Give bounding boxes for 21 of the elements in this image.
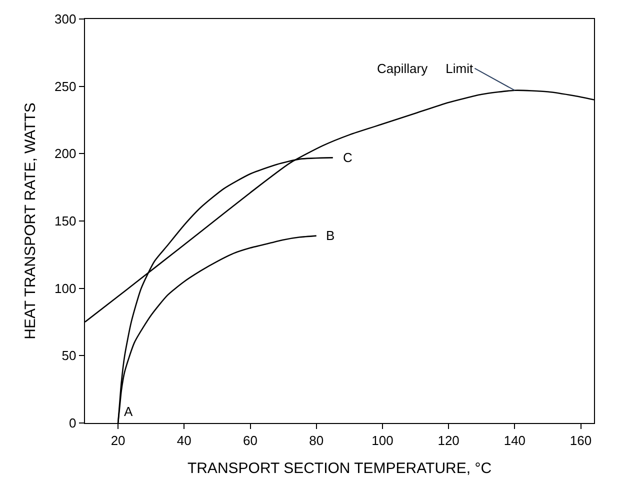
- y-tick-label: 50: [62, 348, 76, 364]
- x-tick-label: 60: [243, 432, 258, 448]
- annotation: A: [124, 404, 133, 419]
- annotation: Capillary Limit: [377, 61, 474, 76]
- series-label: C: [343, 150, 352, 165]
- y-tick-label: 150: [54, 214, 76, 229]
- series-label: B: [326, 228, 335, 243]
- x-tick-label: 80: [309, 432, 324, 448]
- y-tick-label: 200: [54, 146, 76, 162]
- x-axis-title: TRANSPORT SECTION TEMPERATURE, °C: [187, 460, 492, 477]
- y-tick-label: 300: [54, 12, 76, 27]
- x-tick-label: 40: [176, 432, 192, 448]
- x-tick-label: 120: [438, 432, 460, 448]
- x-tick-label: 160: [570, 432, 592, 448]
- x-tick-label: 140: [504, 432, 526, 448]
- y-tick-label: 250: [54, 78, 76, 94]
- x-tick-label: 20: [110, 432, 126, 448]
- y-tick-label: 0: [69, 416, 76, 431]
- x-tick-label: 100: [372, 432, 394, 448]
- y-tick-label: 100: [54, 280, 76, 296]
- y-axis-title: HEAT TRANSPORT RATE, WATTS: [22, 102, 39, 340]
